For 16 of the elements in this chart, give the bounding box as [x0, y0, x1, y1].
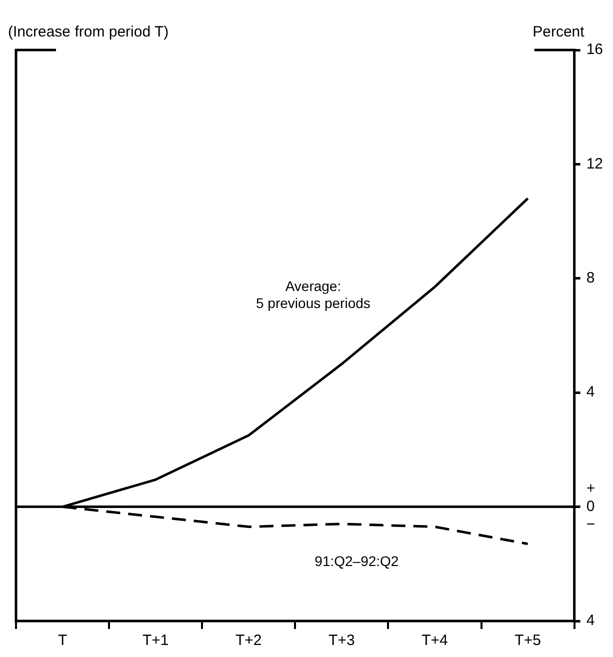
chart-title: (Increase from period T)	[8, 24, 169, 41]
y-axis-title: Percent	[532, 24, 586, 41]
y-tick-label: 12	[586, 155, 604, 172]
series-label: Average: 5 previous periods	[256, 278, 370, 311]
x-tick-label: T+2	[236, 632, 262, 650]
y-tick-label: 16	[586, 41, 604, 58]
x-tick-label: T+1	[142, 632, 169, 650]
x-tick-label: T+3	[328, 632, 355, 650]
x-tick-label: T+5	[514, 632, 541, 650]
series-label: 91:Q2–92:Q2	[314, 552, 399, 569]
y-tick-label: + 0 −	[586, 480, 596, 533]
x-tick-label: T	[58, 632, 68, 650]
y-tick-label: 4	[586, 384, 595, 401]
x-tick-label: T+4	[422, 632, 448, 650]
y-tick-label: 8	[586, 270, 595, 287]
y-tick-label: 4	[586, 612, 595, 630]
